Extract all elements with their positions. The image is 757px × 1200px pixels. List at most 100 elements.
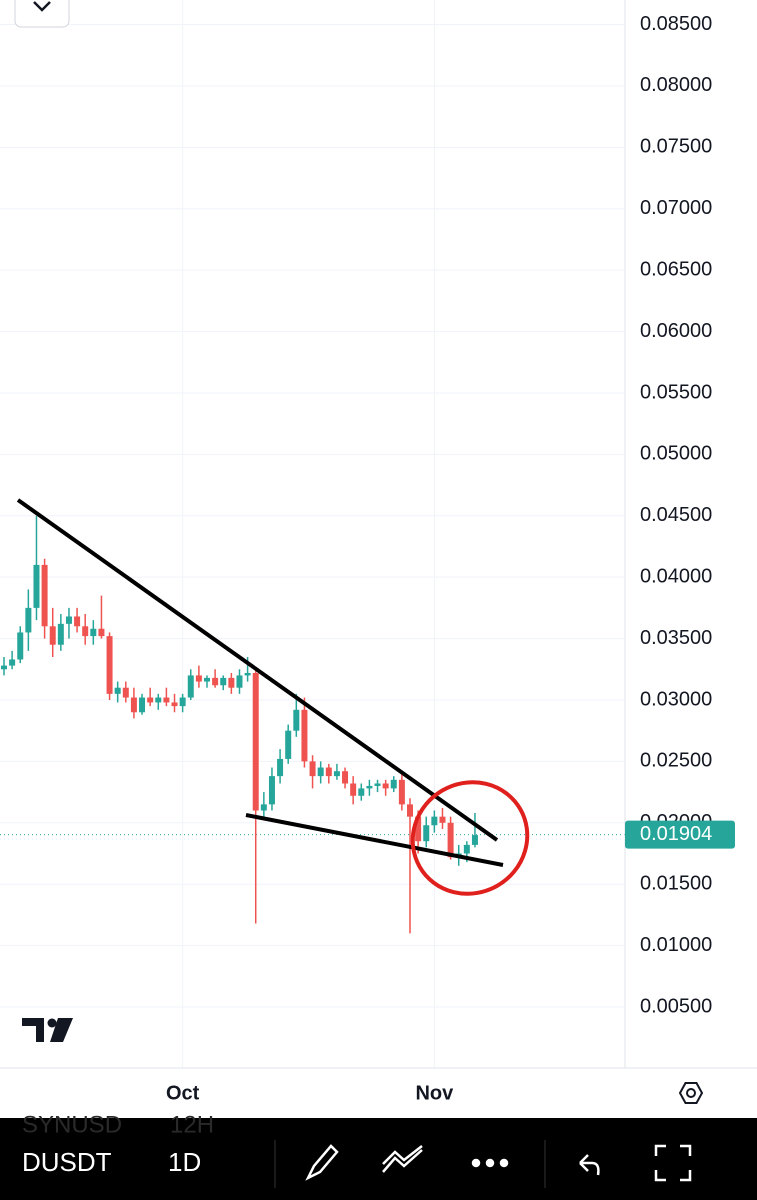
candle-body (33, 564, 40, 608)
candle-body (244, 672, 251, 676)
candle-body (90, 628, 97, 637)
candle-body (358, 788, 365, 796)
candle-body (268, 776, 275, 805)
candle-body (236, 675, 243, 688)
candle-body (431, 816, 438, 826)
y-tick-label: 0.04000 (640, 565, 712, 587)
candle-body (82, 626, 89, 637)
y-tick-label: 0.05500 (640, 381, 712, 403)
candle-body (130, 697, 137, 713)
more-dot[interactable] (485, 1158, 495, 1168)
draw-icon[interactable] (305, 1144, 339, 1181)
y-tick-label: 0.00500 (640, 995, 712, 1017)
candle-body (471, 835, 478, 845)
candle-body (57, 623, 64, 645)
candle-body (74, 616, 81, 627)
candle-body (374, 783, 381, 786)
candle-body (106, 636, 113, 694)
candle-body (122, 687, 129, 698)
y-tick-label: 0.07000 (640, 197, 712, 219)
y-tick-label: 0.08000 (640, 74, 712, 96)
tradingview-logo (22, 1018, 73, 1042)
candle-body (41, 564, 48, 627)
last-price-tag (625, 820, 735, 849)
candle-body (195, 675, 202, 682)
candle-body (1, 665, 7, 670)
more-dot[interactable] (471, 1158, 481, 1168)
toolbar (0, 1118, 757, 1200)
y-tick-label: 0.08500 (640, 13, 712, 35)
candle-body (366, 785, 373, 789)
candle-body (65, 616, 72, 624)
candle-body (463, 844, 470, 854)
candle-body (301, 709, 308, 762)
candle-body (147, 697, 154, 703)
y-tick-label: 0.03000 (640, 688, 712, 710)
candles (1, 515, 478, 934)
y-tick-label: 0.02500 (640, 750, 712, 772)
candle-body (293, 709, 300, 731)
grid (0, 0, 625, 1068)
candle-body (285, 730, 292, 759)
y-tick-label: 0.07500 (640, 136, 712, 158)
candle-body (415, 816, 422, 842)
y-tick-label: 0.06000 (640, 320, 712, 342)
last-price-label: 0.01904 (640, 823, 712, 845)
candle-body (252, 672, 259, 811)
trend-icon[interactable] (382, 1145, 423, 1173)
candle-body (407, 804, 413, 817)
highlight-ellipse (410, 780, 530, 896)
labels: 0.005000.010000.015000.020000.025000.030… (166, 13, 735, 1104)
candle-body (447, 822, 454, 858)
toolbar-icons (305, 1144, 692, 1182)
more-dot[interactable] (499, 1158, 509, 1168)
candle-body (423, 825, 430, 842)
candle-body (277, 758, 284, 777)
y-tick-label: 0.01000 (640, 934, 712, 956)
trend-line-upper (16, 498, 499, 842)
undo-icon[interactable] (579, 1154, 600, 1176)
candle-body (17, 632, 24, 660)
y-tick-label: 0.04500 (640, 504, 712, 526)
ghost-symbol: SYNUSD (22, 1111, 122, 1138)
candle-body (382, 783, 389, 789)
chevron-icon (33, 1, 51, 12)
candle-body (398, 779, 405, 805)
candle-body (260, 804, 267, 811)
candle-body (317, 767, 324, 777)
y-tick-label: 0.03500 (640, 627, 712, 649)
ghost-interval: 12H (170, 1111, 214, 1138)
candle-body (439, 816, 446, 823)
candle-body (220, 677, 227, 686)
symbol[interactable]: DUSDT (22, 1147, 112, 1177)
candle-body (342, 771, 349, 784)
fullscreen-icon[interactable] (654, 1144, 692, 1182)
candle-body (163, 697, 170, 703)
candle-body (228, 677, 235, 688)
candle-body (139, 697, 146, 713)
settings-icon[interactable] (678, 1082, 704, 1104)
candle-body (350, 783, 357, 796)
y-tick-label: 0.01500 (640, 872, 712, 894)
y-tick-label: 0.05000 (640, 443, 712, 465)
candle-body (98, 628, 105, 637)
candle-body (155, 697, 162, 703)
candle-body (333, 771, 340, 777)
trend-line-lower (245, 813, 504, 867)
candle-body (390, 779, 397, 789)
y-tick-label: 0.06500 (640, 258, 712, 280)
interval[interactable]: 1D (168, 1147, 201, 1177)
collapse-button[interactable] (14, 0, 70, 28)
candle-body (49, 626, 56, 645)
candle-body (179, 697, 186, 707)
candle-body (325, 767, 332, 777)
candle-body (309, 761, 316, 777)
x-tick-label: Nov (415, 1082, 454, 1104)
candle-body (212, 677, 219, 686)
candle-body (9, 659, 16, 666)
x-tick-label: Oct (166, 1082, 200, 1104)
candle-body (187, 675, 194, 698)
candle-body (25, 607, 32, 633)
